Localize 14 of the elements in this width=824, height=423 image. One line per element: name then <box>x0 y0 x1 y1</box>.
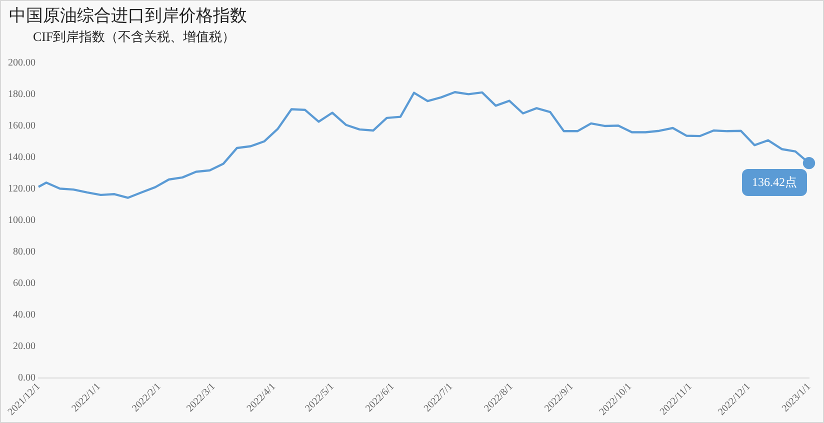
y-tick-label: 0.00 <box>18 372 36 384</box>
y-tick-label: 180.00 <box>8 89 36 100</box>
y-tick-label: 60.00 <box>13 278 36 290</box>
data-label: 136.42点 <box>742 169 807 196</box>
chart-title: 中国原油综合进口到岸价格指数 <box>9 5 247 27</box>
y-tick-label: 120.00 <box>8 184 36 195</box>
y-tick-label: 100.00 <box>8 215 36 226</box>
y-tick-label: 200.00 <box>8 58 36 69</box>
y-tick-label: 80.00 <box>13 246 36 258</box>
chart-subtitle: CIF到岸指数（不含关税、增值税） <box>33 28 236 46</box>
y-tick-label: 140.00 <box>8 152 36 164</box>
y-tick-label: 40.00 <box>13 309 36 320</box>
y-tick-label: 160.00 <box>8 120 36 132</box>
y-tick-label: 20.00 <box>13 340 36 352</box>
